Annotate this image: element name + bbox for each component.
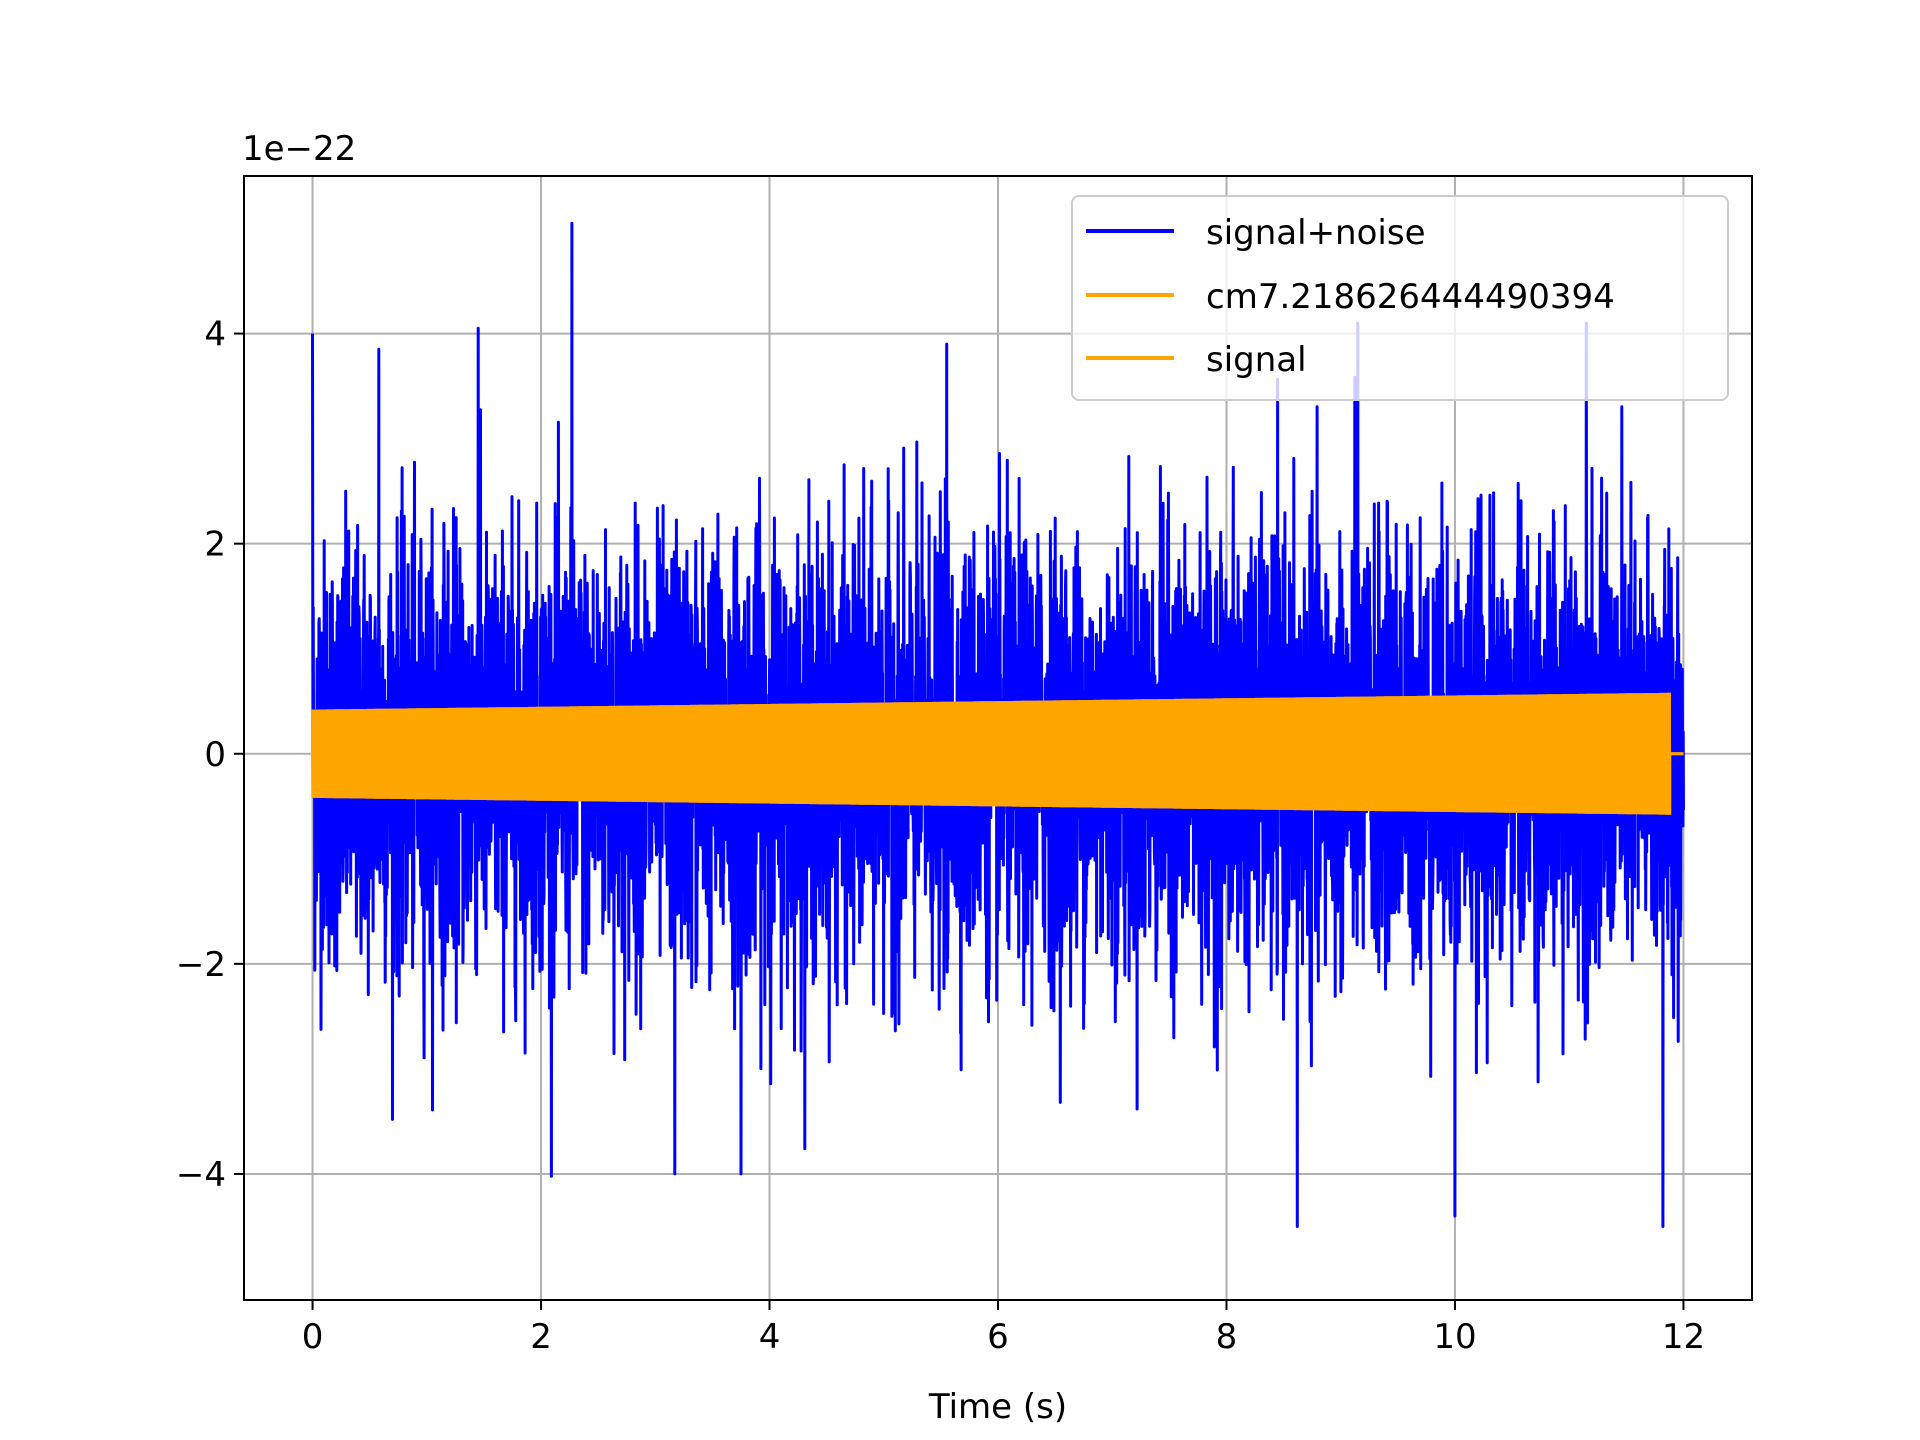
x-tick-label: 0	[302, 1317, 324, 1357]
y-tick-label: −2	[176, 945, 226, 985]
legend-label-signal: signal	[1206, 340, 1307, 380]
x-tick-label: 12	[1662, 1317, 1705, 1357]
axis-ticks: 0 2 4 6 8 10 12 −4 −2 0 2 4	[176, 315, 1705, 1357]
series-layer	[311, 221, 1685, 1228]
y-tick-label: 4	[204, 315, 226, 355]
x-tick-label: 2	[530, 1317, 552, 1357]
series-signal-line	[311, 692, 1684, 815]
x-tick-label: 8	[1216, 1317, 1238, 1357]
y-offset-label: 1e−22	[242, 129, 356, 169]
legend: signal+noise cm7.218626444490394 signal	[1071, 195, 1729, 401]
x-axis-label: Time (s)	[928, 1387, 1067, 1427]
x-tick-label: 10	[1433, 1317, 1476, 1357]
y-tick-label: −4	[176, 1155, 226, 1195]
legend-label-cm: cm7.218626444490394	[1206, 277, 1615, 317]
legend-box	[1071, 195, 1729, 401]
y-tick-label: 0	[204, 735, 226, 775]
x-tick-label: 6	[987, 1317, 1009, 1357]
legend-label-signal-noise: signal+noise	[1206, 213, 1426, 253]
y-tick-label: 2	[204, 525, 226, 565]
x-tick-label: 4	[759, 1317, 781, 1357]
